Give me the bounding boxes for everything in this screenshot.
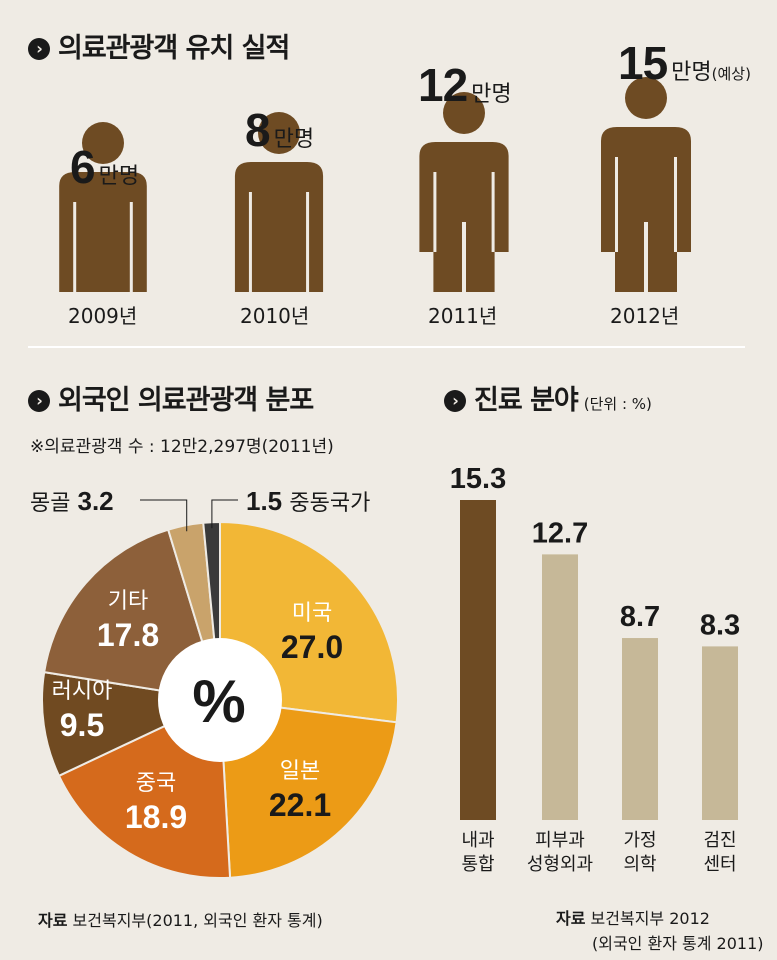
bar-source-line1: 자료 보건복지부 2012 <box>556 905 710 929</box>
pie-title-text: 외국인 의료관광객 분포 <box>58 385 314 416</box>
bar-value-피부과성형외과: 12.7 <box>532 517 588 549</box>
bar-category-label: 의학 <box>623 854 656 875</box>
pie-subnote: ※의료관광객 수 : 12만2,297명(2011년) <box>30 437 334 457</box>
person-figure-2010년 <box>234 112 324 292</box>
pie-value-중국: 18.9 <box>125 799 187 835</box>
pie-chart: % 미국 27.0 일본 22.1 중국 18.9 러시아 9.5 기타 17.8 몽골 3.2 1.… <box>30 486 399 879</box>
bar-source-label: 자료 <box>556 909 586 928</box>
bar-category-label: 내과 <box>461 830 494 851</box>
section-divider <box>28 346 745 348</box>
pie-center-hole <box>158 638 282 762</box>
bar-title-text: 진료 분야 <box>474 385 579 416</box>
people-pictogram-chart <box>59 77 692 293</box>
pie-label-일본: 일본 <box>280 759 320 784</box>
chevron-right-icon: › <box>28 38 50 60</box>
pie-leader-중동국가 <box>211 499 238 529</box>
bar-category-label: 센터 <box>703 854 736 875</box>
pie-label-미국: 미국 <box>292 601 332 626</box>
bar-피부과성형외과 <box>542 554 578 820</box>
fig-value-2010: 8 만명 <box>245 104 315 156</box>
chevron-right-icon: › <box>444 390 466 412</box>
bar-source-text: 보건복지부 2012 <box>590 909 710 928</box>
year-label-2012: 2012년 <box>610 304 680 328</box>
pie-label-기타: 기타 <box>108 589 148 614</box>
pie-center-label: % <box>192 668 245 735</box>
person-figure-2012년 <box>600 77 692 293</box>
fig-value-2012: 15 만명(예상) <box>618 37 751 89</box>
pie-value-기타: 17.8 <box>97 617 159 653</box>
person-figure-2009년 <box>59 122 147 292</box>
bar-unit-note: (단위 : %) <box>583 395 652 413</box>
bar-category-label: 성형외과 <box>527 854 593 875</box>
bar-category-label: 피부과 <box>535 830 585 851</box>
fig-value-2009: 6 만명 <box>70 141 140 193</box>
bar-value-검진센터: 8.3 <box>700 609 740 641</box>
bar-category-label: 가정 <box>623 830 656 851</box>
pie-leader-몽골 <box>140 499 188 532</box>
pie-label-러시아: 러시아 <box>52 679 113 704</box>
pie-value-몽골: 3.2 <box>77 486 113 516</box>
pie-section-title: › 외국인 의료관광객 분포 <box>28 378 314 417</box>
bar-source-line2: (외국인 환자 통계 2011) <box>592 934 764 953</box>
bar-section-title: › 진료 분야 (단위 : %) <box>444 378 652 417</box>
pie-slice-일본 <box>218 698 398 879</box>
bar-내과통합 <box>460 500 496 820</box>
top-section-title: › 의료관광객 유치 실적 <box>28 26 290 65</box>
pie-value-일본: 22.1 <box>269 787 331 823</box>
pie-value-중동국가: 1.5 <box>246 486 289 516</box>
bar-category-label: 통합 <box>461 854 494 875</box>
pie-source-text: 보건복지부(2011, 외국인 환자 통계) <box>72 911 323 930</box>
year-label-2009: 2009년 <box>68 304 138 328</box>
person-figure-2011년 <box>418 92 510 293</box>
year-label-2011: 2011년 <box>428 304 498 328</box>
year-label-2010: 2010년 <box>240 304 310 328</box>
pie-value-러시아: 9.5 <box>60 707 104 743</box>
bar-가정의학 <box>622 638 658 820</box>
pie-value-미국: 27.0 <box>281 629 343 665</box>
bar-검진센터 <box>702 646 738 820</box>
pie-label-몽골: 몽골 3.2 <box>30 486 114 516</box>
fig-value-2011: 12 만명 <box>418 59 512 111</box>
bar-category-label: 검진 <box>703 830 736 851</box>
pie-label-중동국가: 1.5 중동국가 <box>246 486 370 516</box>
pie-source: 자료 보건복지부(2011, 외국인 환자 통계) <box>38 907 323 931</box>
bar-value-가정의학: 8.7 <box>620 601 660 633</box>
bar-value-내과통합: 15.3 <box>450 463 506 495</box>
top-title-text: 의료관광객 유치 실적 <box>58 33 290 64</box>
chevron-right-icon: › <box>28 390 50 412</box>
pie-source-label: 자료 <box>38 911 68 930</box>
pie-label-중국: 중국 <box>136 771 176 796</box>
